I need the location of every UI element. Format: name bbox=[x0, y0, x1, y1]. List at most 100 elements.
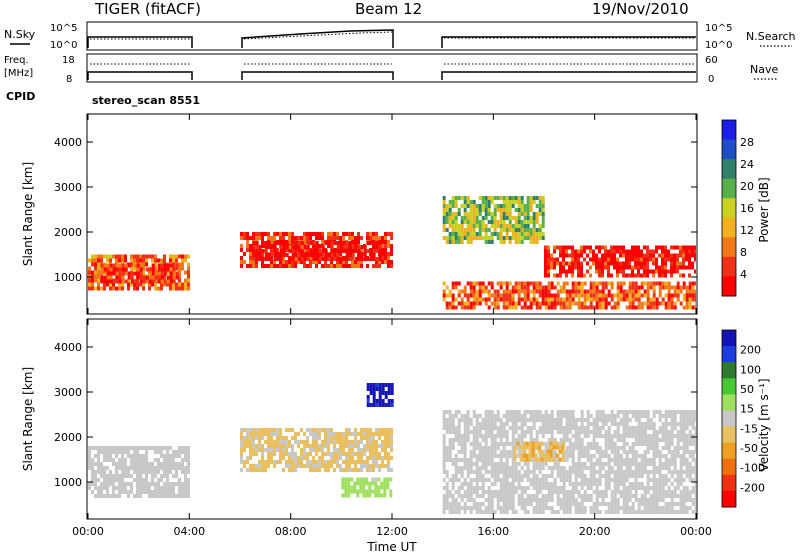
echo-cell bbox=[184, 454, 187, 458]
echo-cell bbox=[484, 200, 488, 204]
echo-cell bbox=[118, 458, 121, 462]
echo-cell bbox=[592, 490, 596, 494]
echo-cell bbox=[523, 470, 527, 474]
echo-cell bbox=[133, 462, 136, 466]
echo-cell bbox=[499, 430, 503, 434]
echo-cell bbox=[484, 208, 488, 212]
echo-cell bbox=[625, 478, 629, 482]
echo-cell bbox=[463, 220, 467, 224]
echo-cell bbox=[448, 305, 452, 310]
echo-cell bbox=[499, 281, 503, 286]
echo-cell bbox=[121, 474, 124, 478]
echo-cell bbox=[279, 260, 282, 264]
echo-cell bbox=[460, 289, 464, 294]
echo-cell bbox=[526, 510, 530, 514]
echo-cell bbox=[285, 444, 288, 448]
echo-cell bbox=[466, 490, 470, 494]
echo-cell bbox=[285, 464, 288, 468]
echo-cell bbox=[255, 264, 258, 268]
echo-cell bbox=[148, 486, 151, 490]
echo-cell bbox=[466, 474, 470, 478]
echo-cell bbox=[187, 282, 190, 287]
echo-cell bbox=[139, 263, 143, 268]
echo-cell bbox=[100, 254, 103, 259]
echo-cell bbox=[574, 430, 578, 434]
echo-cell bbox=[589, 273, 592, 278]
echo-cell bbox=[350, 489, 354, 494]
echo-cell bbox=[496, 494, 500, 498]
echo-cell bbox=[577, 297, 581, 302]
velocity-cells bbox=[88, 383, 696, 514]
echo-cell bbox=[607, 466, 611, 470]
echo-cell bbox=[457, 426, 461, 430]
echo-cell bbox=[258, 232, 261, 236]
echo-cell bbox=[103, 270, 106, 275]
echo-cell bbox=[610, 285, 614, 290]
echo-cell bbox=[664, 422, 668, 426]
echo-cell bbox=[646, 273, 649, 278]
echo-cell bbox=[270, 264, 273, 268]
echo-cell bbox=[694, 470, 696, 474]
echo-cell bbox=[613, 486, 617, 490]
echo-cell bbox=[628, 301, 632, 306]
echo-cell bbox=[655, 261, 658, 266]
echo-cell bbox=[661, 245, 664, 250]
echo-cell bbox=[640, 498, 644, 502]
echo-cell bbox=[550, 281, 554, 286]
echo-cell bbox=[555, 441, 559, 446]
echo-cell bbox=[487, 454, 491, 458]
echo-cell bbox=[682, 458, 686, 462]
echo-cell bbox=[565, 470, 569, 474]
echo-cell bbox=[679, 478, 683, 482]
echo-cell bbox=[112, 286, 115, 291]
colorbar-segment bbox=[722, 490, 736, 508]
echo-cell bbox=[655, 265, 658, 270]
echo-cell bbox=[543, 457, 547, 462]
echo-cell bbox=[685, 293, 689, 298]
echo-cell bbox=[91, 286, 94, 291]
echo-cell bbox=[357, 232, 360, 236]
echo-cell bbox=[595, 450, 599, 454]
echo-cell bbox=[187, 470, 190, 474]
echo-cell bbox=[523, 430, 527, 434]
echo-cell bbox=[559, 502, 563, 506]
echo-cell bbox=[519, 445, 523, 450]
echo-cell bbox=[528, 449, 532, 454]
echo-cell bbox=[532, 224, 536, 228]
date-text: 19/Nov/2010 bbox=[592, 0, 689, 18]
echo-cell bbox=[175, 462, 178, 466]
echo-cell bbox=[472, 236, 476, 240]
echo-cell bbox=[124, 486, 127, 490]
nave-label: Nave bbox=[750, 63, 778, 76]
echo-cell bbox=[472, 478, 476, 482]
echo-cell bbox=[130, 282, 133, 287]
echo-cell bbox=[517, 478, 521, 482]
echo-cell bbox=[589, 297, 593, 302]
echo-cell bbox=[691, 434, 695, 438]
echo-cell bbox=[535, 474, 539, 478]
echo-cell bbox=[267, 448, 270, 452]
echo-cell bbox=[442, 442, 446, 446]
echo-cell bbox=[496, 196, 500, 200]
echo-cell bbox=[607, 269, 610, 274]
echo-cell bbox=[175, 450, 178, 454]
echo-cell bbox=[592, 506, 596, 510]
echo-cell bbox=[356, 481, 360, 486]
echo-cell bbox=[505, 285, 509, 290]
echo-cell bbox=[240, 264, 243, 268]
echo-cell bbox=[181, 254, 184, 259]
echo-cell bbox=[526, 502, 530, 506]
echo-cell bbox=[258, 468, 261, 472]
echo-cell bbox=[267, 456, 270, 460]
echo-cell bbox=[321, 253, 325, 257]
echo-cell bbox=[172, 490, 175, 494]
echo-cell bbox=[520, 204, 524, 208]
echo-cell bbox=[381, 403, 385, 407]
echo-cell bbox=[276, 232, 279, 236]
echo-cell bbox=[550, 506, 554, 510]
echo-cell bbox=[297, 460, 300, 464]
echo-cell bbox=[366, 456, 369, 460]
echo-cell bbox=[532, 486, 536, 490]
echo-cell bbox=[511, 216, 515, 220]
echo-cell bbox=[520, 438, 524, 442]
